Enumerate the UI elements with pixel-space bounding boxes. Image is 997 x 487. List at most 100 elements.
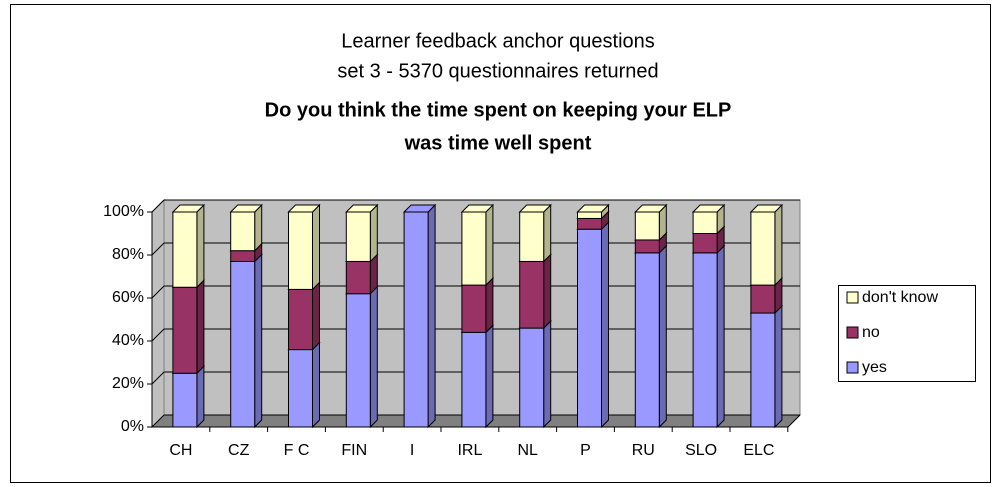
x-tick-label: RU xyxy=(632,442,655,459)
bar-front xyxy=(345,260,371,295)
x-tick-label: CH xyxy=(169,442,192,459)
bar-segment xyxy=(345,285,379,429)
bar-segment xyxy=(171,203,206,289)
bar-segment xyxy=(171,365,206,429)
bar-side xyxy=(196,365,205,429)
bar-segment xyxy=(691,203,726,235)
bar-segment xyxy=(749,276,784,315)
bar-segment xyxy=(634,244,668,429)
grid-line-side xyxy=(151,328,165,342)
bar-front xyxy=(461,331,487,428)
chart-title: Learner feedback anchor questions xyxy=(341,30,655,52)
grid-line-side xyxy=(151,285,165,299)
side-wall xyxy=(151,198,165,429)
bar-side xyxy=(312,341,320,429)
bar-side xyxy=(312,203,320,291)
bar-side xyxy=(196,203,205,289)
x-tick-label: FIN xyxy=(341,442,367,459)
bar-segment xyxy=(518,253,552,330)
y-tick-label: 60% xyxy=(112,289,144,306)
bar-front xyxy=(577,228,602,428)
bar-segment xyxy=(749,203,784,287)
bar-front xyxy=(750,211,776,286)
bar-segment xyxy=(634,203,668,242)
bar-segment xyxy=(287,203,321,291)
bar-front xyxy=(692,233,718,254)
legend-swatch xyxy=(846,291,859,304)
grid-line xyxy=(151,199,800,213)
x-tick-label: P xyxy=(580,442,591,459)
bar-side xyxy=(601,220,609,429)
bar-segment xyxy=(229,253,263,429)
legend-box xyxy=(838,285,976,382)
legend-label: yes xyxy=(862,359,887,376)
legend-swatch xyxy=(846,361,859,374)
bar-segment xyxy=(287,281,321,351)
bar-segment xyxy=(576,203,610,220)
x-tick-label: F C xyxy=(284,442,310,459)
bar-front xyxy=(634,211,660,241)
x-tick-label: ELC xyxy=(743,442,774,459)
bar-front xyxy=(230,250,256,262)
x-tick-label: SLO xyxy=(685,442,717,459)
bar-segment xyxy=(229,203,263,252)
bar-side xyxy=(427,203,436,429)
bar-segment xyxy=(460,203,495,287)
bar-side xyxy=(369,285,378,429)
bar-front xyxy=(403,211,429,428)
y-tick-label: 80% xyxy=(112,246,144,263)
bar-segment xyxy=(576,220,610,429)
bar-front xyxy=(692,252,718,428)
bar-front xyxy=(172,372,198,428)
x-tick-label: CZ xyxy=(228,442,250,459)
bar-front xyxy=(172,286,198,374)
bar-side xyxy=(196,279,205,375)
bar-side xyxy=(543,253,552,330)
y-tick-label: 100% xyxy=(103,203,144,220)
bar-front xyxy=(288,211,313,290)
bar-front xyxy=(634,239,660,254)
bar-side xyxy=(774,203,783,287)
bar-side xyxy=(485,203,494,287)
bar-front xyxy=(750,312,776,428)
bar-segment xyxy=(518,319,552,429)
y-tick-label: 0% xyxy=(121,418,144,435)
chart-subtitle: Do you think the time spent on keeping y… xyxy=(265,99,732,121)
y-tick-label: 20% xyxy=(112,375,144,392)
bar-segment xyxy=(287,341,321,429)
bar-front xyxy=(461,211,487,286)
bar-segment xyxy=(749,304,784,429)
grid-line-side xyxy=(151,371,165,385)
bar-front xyxy=(288,288,313,351)
bar-segment xyxy=(691,244,726,429)
bar-segment xyxy=(460,276,495,334)
bar-front xyxy=(345,293,371,428)
grid-line-side xyxy=(151,414,165,428)
bar-side xyxy=(369,203,378,263)
legend-label: no xyxy=(862,324,880,341)
grid-line-side xyxy=(151,242,165,256)
bar-front xyxy=(692,211,718,234)
y-tick-label: 40% xyxy=(112,332,144,349)
legend-swatch xyxy=(846,326,859,339)
bar-front xyxy=(345,211,371,262)
bar-front xyxy=(750,284,776,314)
bar-front xyxy=(288,349,313,428)
x-tick-label: I xyxy=(410,442,414,459)
bar-segment xyxy=(345,203,379,263)
bar-side xyxy=(485,276,494,334)
bar-segment xyxy=(402,203,437,429)
chart-title: set 3 - 5370 questionnaires returned xyxy=(337,60,658,82)
bar-side xyxy=(658,244,667,429)
chart-subtitle: was time well spent xyxy=(404,132,592,154)
bar-front xyxy=(519,327,545,428)
bar-front xyxy=(634,252,660,428)
bar-side xyxy=(774,304,783,429)
bar-side xyxy=(543,203,552,263)
legend-label: don't know xyxy=(862,289,938,306)
x-tick-label: IRL xyxy=(457,442,482,459)
bar-side xyxy=(254,203,263,252)
bar-front xyxy=(577,211,602,219)
bar-side xyxy=(254,253,263,429)
grid-line-side xyxy=(151,199,165,213)
